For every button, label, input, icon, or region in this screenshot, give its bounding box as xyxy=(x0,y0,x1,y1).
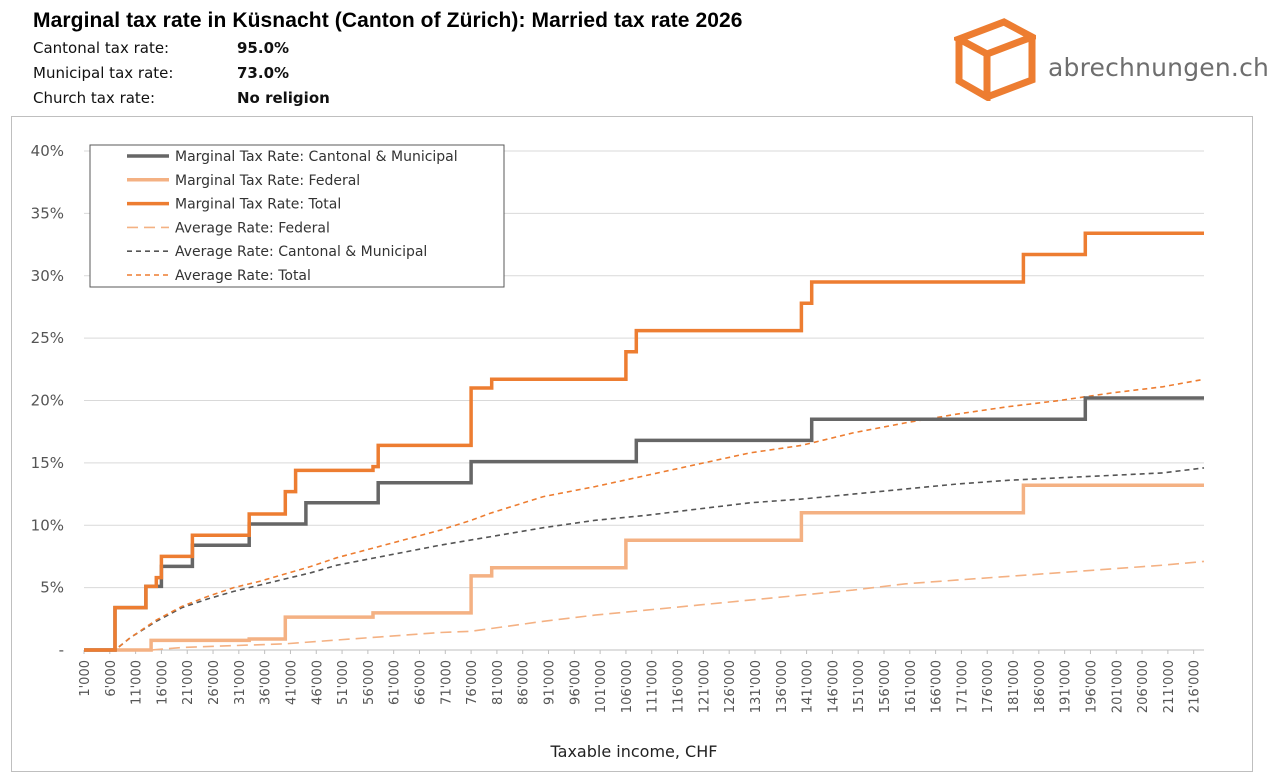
x-tick-label: 126'000 xyxy=(723,660,738,713)
y-tick-label: 5% xyxy=(40,579,64,597)
x-tick-label: 191'000 xyxy=(1059,660,1074,713)
brand-logo-text: abrechnungen.ch xyxy=(1048,53,1270,82)
x-axis-ticks: 1'000 6'000 11'000 16'000 21'000 26'000 31'000… xyxy=(78,650,1203,713)
box-icon xyxy=(954,18,1036,101)
x-tick-label: 186'000 xyxy=(1033,660,1048,713)
x-tick-label: 31'000 xyxy=(233,660,248,705)
x-tick-label: 146'000 xyxy=(826,660,841,713)
x-tick-label: 206'000 xyxy=(1136,660,1151,713)
x-tick-label: 131'000 xyxy=(749,660,764,713)
x-tick-label: 21'000 xyxy=(181,660,196,705)
cantonal-rate-label: Cantonal tax rate: xyxy=(33,39,170,57)
x-tick-label: 56'000 xyxy=(362,660,377,705)
x-tick-label: 111'000 xyxy=(646,660,661,713)
series-line-3 xyxy=(84,560,1205,651)
y-tick-label: 20% xyxy=(31,392,64,410)
series-lines xyxy=(84,231,1205,652)
x-tick-label: 76'000 xyxy=(465,660,480,705)
x-tick-label: 156'000 xyxy=(878,660,893,713)
y-tick-label: - xyxy=(59,641,64,659)
x-tick-label: 176'000 xyxy=(981,660,996,713)
legend-label: Average Rate: Total xyxy=(175,268,311,284)
x-tick-label: 211'000 xyxy=(1162,660,1177,713)
x-tick-label: 11'000 xyxy=(130,660,145,705)
x-tick-label: 71'000 xyxy=(439,660,454,705)
x-tick-label: 66'000 xyxy=(413,660,428,705)
y-tick-label: 40% xyxy=(31,142,64,160)
cantonal-rate-value: 95.0% xyxy=(237,39,290,57)
legend-label: Marginal Tax Rate: Total xyxy=(175,197,341,213)
x-tick-label: 116'000 xyxy=(672,660,687,713)
x-tick-label: 201'000 xyxy=(1110,660,1125,713)
series-line-5 xyxy=(84,378,1205,651)
x-tick-label: 181'000 xyxy=(1007,660,1022,713)
series-line-4 xyxy=(84,467,1205,651)
x-tick-label: 81'000 xyxy=(491,660,506,705)
x-tick-label: 136'000 xyxy=(775,660,790,713)
x-tick-label: 91'000 xyxy=(543,660,558,705)
x-tick-label: 6'000 xyxy=(104,660,119,697)
municipal-rate-label: Municipal tax rate: xyxy=(33,64,174,82)
y-tick-label: 10% xyxy=(31,516,64,534)
x-tick-label: 216'000 xyxy=(1188,660,1203,713)
x-tick-label: 16'000 xyxy=(155,660,170,705)
series-line-1 xyxy=(84,483,1204,652)
series-line-2 xyxy=(84,231,1204,652)
x-tick-label: 106'000 xyxy=(620,660,635,713)
y-tick-label: 35% xyxy=(31,204,64,222)
chart-title: Marginal tax rate in Küsnacht (Canton of… xyxy=(33,9,743,32)
x-tick-label: 196'000 xyxy=(1084,660,1099,713)
x-tick-label: 61'000 xyxy=(388,660,403,705)
x-tick-label: 51'000 xyxy=(336,660,351,705)
x-axis-label: Taxable income, CHF xyxy=(550,742,718,761)
x-tick-label: 101'000 xyxy=(594,660,609,713)
x-tick-label: 46'000 xyxy=(310,660,325,705)
x-tick-label: 1'000 xyxy=(78,660,93,697)
x-tick-label: 171'000 xyxy=(955,660,970,713)
series-line-0 xyxy=(84,396,1204,652)
y-tick-label: 15% xyxy=(31,454,64,472)
x-tick-label: 41'000 xyxy=(284,660,299,705)
legend-label: Average Rate: Federal xyxy=(175,220,330,236)
x-tick-label: 166'000 xyxy=(930,660,945,713)
municipal-rate-value: 73.0% xyxy=(237,64,290,82)
y-axis-ticks: - 5% 10% 15% 20% 25% 30% 35% 40% xyxy=(31,142,64,659)
x-tick-label: 26'000 xyxy=(207,660,222,705)
x-tick-label: 96'000 xyxy=(568,660,583,705)
church-rate-value: No religion xyxy=(237,89,330,107)
x-tick-label: 86'000 xyxy=(517,660,532,705)
x-tick-label: 36'000 xyxy=(259,660,274,705)
x-tick-label: 161'000 xyxy=(904,660,919,713)
y-tick-label: 25% xyxy=(31,329,64,347)
x-tick-label: 121'000 xyxy=(697,660,712,713)
y-tick-label: 30% xyxy=(31,267,64,285)
legend-label: Marginal Tax Rate: Cantonal & Municipal xyxy=(175,149,458,165)
x-tick-label: 141'000 xyxy=(801,660,816,713)
legend-label: Marginal Tax Rate: Federal xyxy=(175,173,360,189)
tax-rate-chart: - 5% 10% 15% 20% 25% 30% 35% 40% 1'000 6'000 11'00… xyxy=(31,142,1205,761)
legend: Marginal Tax Rate: Cantonal & Municipal M… xyxy=(89,144,505,288)
x-tick-label: 151'000 xyxy=(852,660,867,713)
legend-label: Average Rate: Cantonal & Municipal xyxy=(175,244,427,260)
legend-box xyxy=(89,144,505,288)
chart-frame: - 5% 10% 15% 20% 25% 30% 35% 40% 1'000 6'000 11'00… xyxy=(11,116,1253,772)
church-rate-label: Church tax rate: xyxy=(33,89,156,107)
